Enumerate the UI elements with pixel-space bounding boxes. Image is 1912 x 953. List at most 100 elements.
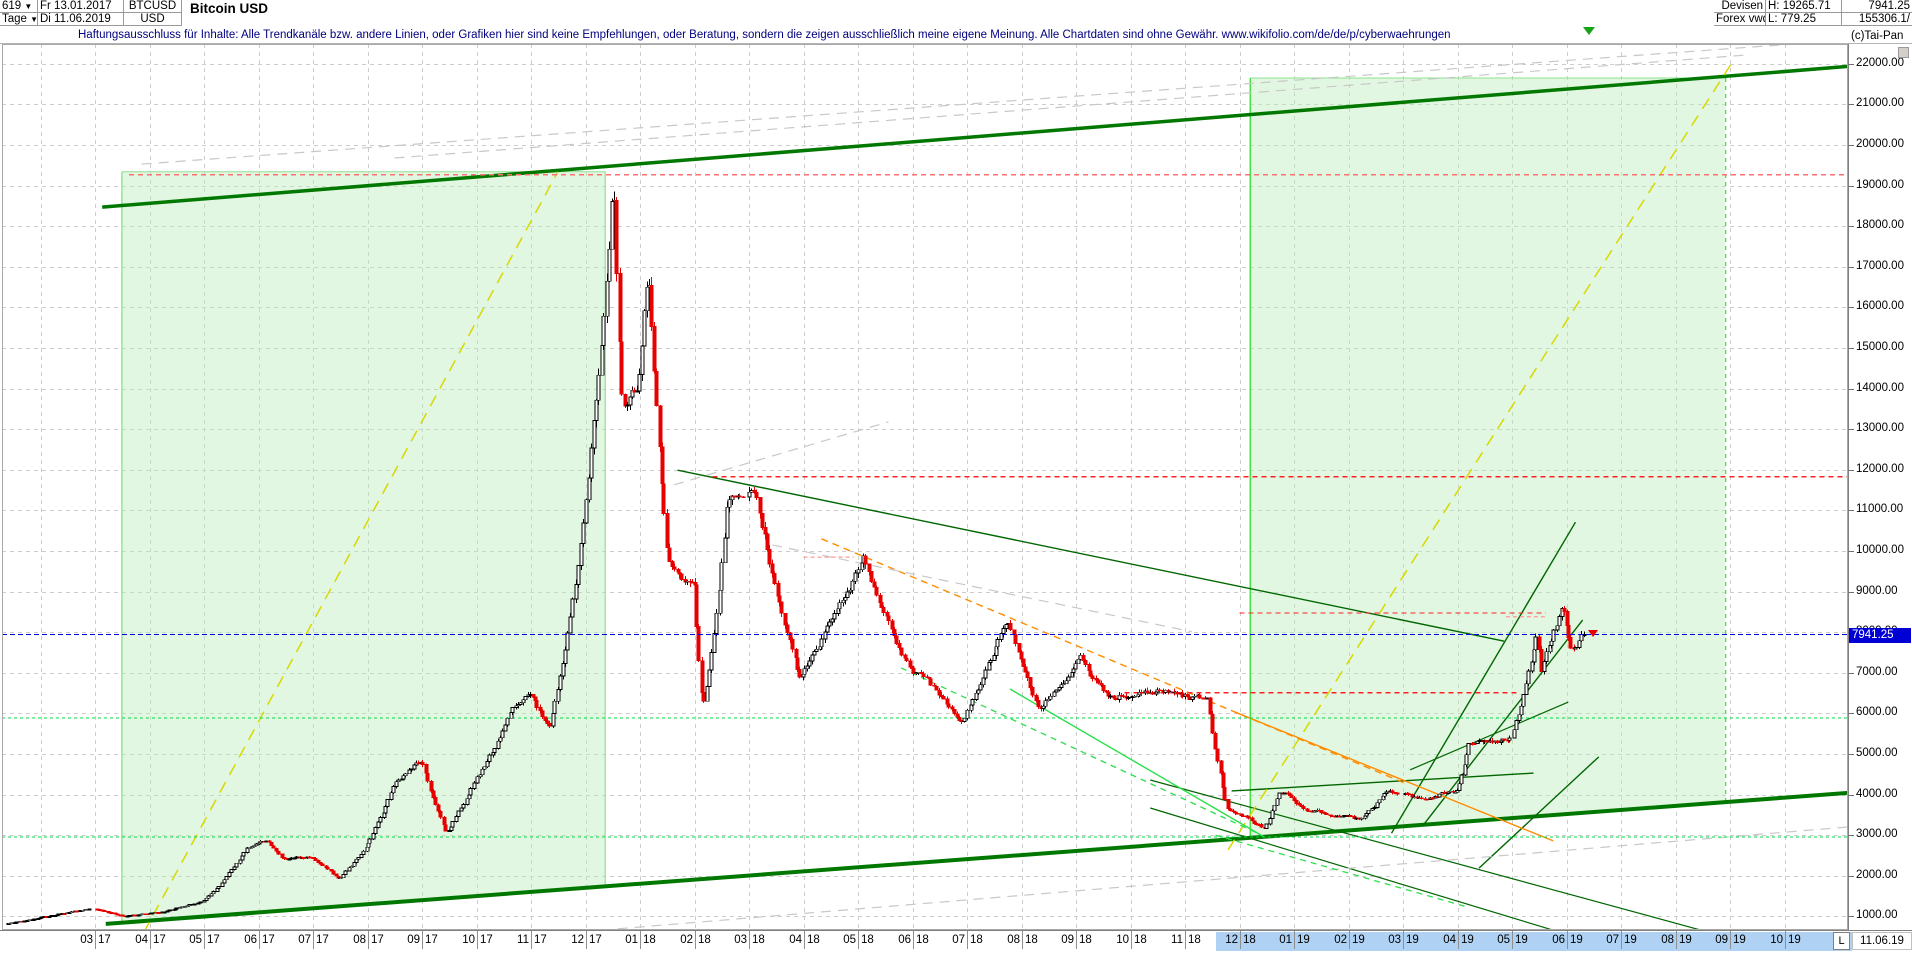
- trendline-support-lower-major[interactable]: [105, 789, 1901, 926]
- y-tick: [1848, 267, 1854, 268]
- period-high-label: H: 19265.71: [1766, 0, 1842, 13]
- x-axis-year-label: 18: [1134, 934, 1147, 946]
- period-dropdown[interactable]: Tage ▼: [0, 13, 38, 26]
- y-axis-label: 12000.00: [1856, 462, 1904, 475]
- x-tick: [1785, 931, 1786, 949]
- trendline-gray-channel-1[interactable]: [141, 36, 1901, 165]
- x-tick: [1131, 931, 1132, 949]
- x-axis-year-label: 18: [807, 934, 820, 946]
- x-tick: [1458, 931, 1459, 949]
- last-price-tag: 7941.25: [1849, 628, 1911, 643]
- market-label: Devisen: [1714, 0, 1766, 13]
- trendline-lime-downtrend-solid[interactable]: [1009, 688, 1265, 838]
- x-axis-year-label: 18: [1025, 934, 1038, 946]
- y-tick: [1848, 429, 1854, 430]
- x-tick: [804, 931, 805, 949]
- y-axis-label: 17000.00: [1856, 259, 1904, 272]
- x-axis-year-label: 18: [752, 934, 765, 946]
- x-tick: [1240, 931, 1241, 949]
- trendline-gray-seg-2018b[interactable]: [772, 544, 1193, 633]
- x-tick: [1076, 931, 1077, 949]
- series-id-dropdown[interactable]: 619 ▼: [0, 0, 38, 13]
- x-axis-month-label: 09: [1715, 934, 1728, 946]
- x-axis-month-label: 04: [135, 934, 148, 946]
- x-axis-month-label: 03: [734, 934, 747, 946]
- trendline-yellow-trend-2017[interactable]: [143, 171, 559, 933]
- x-tick: [1349, 931, 1350, 949]
- y-axis-label: 10000.00: [1856, 544, 1904, 556]
- x-axis-month-label: 06: [898, 934, 911, 946]
- y-axis-label: 6000.00: [1856, 706, 1898, 719]
- green-zone-2017[interactable]: [121, 171, 606, 923]
- x-tick: [1730, 931, 1731, 949]
- currency-label: USD: [124, 13, 182, 26]
- trendline-breakdown-fan-1[interactable]: [1150, 779, 1704, 931]
- trendline-lime-extension-dashed[interactable]: [1215, 834, 1465, 907]
- chevron-down-icon: ▼: [24, 2, 33, 11]
- x-axis-month-label: 05: [1497, 934, 1510, 946]
- x-axis-month-label: 12: [1225, 934, 1238, 946]
- x-tick: [1676, 931, 1677, 949]
- x-axis-month-label: 12: [571, 934, 584, 946]
- x-axis-year-label: 19: [1297, 934, 1310, 946]
- axis-handle-icon[interactable]: [1898, 47, 1909, 58]
- y-tick: [1848, 551, 1854, 552]
- y-axis-separator: [1848, 44, 1849, 952]
- trendline-breakdown-fan-2[interactable]: [1150, 807, 1599, 944]
- x-axis-year-label: 19: [1515, 934, 1528, 946]
- trendline-gray-bottom[interactable]: [567, 823, 1901, 933]
- x-axis-month-label: 08: [353, 934, 366, 946]
- trendline-lime-downtrend-dashed[interactable]: [900, 667, 1256, 833]
- y-axis-label: 15000.00: [1856, 341, 1904, 353]
- y-tick: [1848, 713, 1854, 714]
- y-tick: [1848, 592, 1854, 593]
- y-tick: [1848, 104, 1854, 105]
- trendline-rally-steep-a[interactable]: [1390, 521, 1577, 834]
- period-low-label: L: 779.25: [1766, 13, 1842, 26]
- x-axis-year-label: 19: [1788, 934, 1801, 946]
- last-marker-box: L: [1833, 932, 1850, 950]
- y-tick: [1848, 673, 1854, 674]
- x-axis-month-label: 04: [789, 934, 802, 946]
- x-axis-month-label: 09: [1061, 934, 1074, 946]
- x-axis: 03 17 04 17 05 17 06 17 07 17 08 17 09 17 10 17 11 17 12 17…: [0, 930, 1912, 953]
- trendline-yellow-trend-2019[interactable]: [1227, 59, 1735, 851]
- trendline-minor-resistance-2019[interactable]: [1409, 701, 1569, 771]
- x-axis-month-label: 04: [1443, 934, 1456, 946]
- x-axis-year-label: 19: [1570, 934, 1583, 946]
- x-axis-year-label: 18: [1188, 934, 1201, 946]
- x-tick: [1294, 931, 1295, 949]
- x-axis-year-label: 17: [207, 934, 220, 946]
- start-date-field[interactable]: Fr 13.01.2017: [38, 0, 124, 13]
- x-axis-year-label: 18: [916, 934, 929, 946]
- trendline-base-2019[interactable]: [1231, 772, 1534, 792]
- trendline-orange-downtrend-solid[interactable]: [1234, 711, 1554, 842]
- x-tick: [313, 931, 314, 949]
- x-tick: [1403, 931, 1404, 949]
- x-axis-month-label: 07: [298, 934, 311, 946]
- trendline-orange-downtrend-dashed[interactable]: [821, 538, 1404, 784]
- x-axis-month-label: 02: [680, 934, 693, 946]
- green-zone-2019[interactable]: [1250, 78, 1726, 838]
- x-axis-month-label: 10: [1770, 934, 1783, 946]
- end-date-field[interactable]: Di 11.06.2019: [38, 13, 124, 26]
- chevron-down-icon: ▼: [30, 15, 38, 24]
- green-arrow-icon: [1583, 27, 1595, 35]
- x-tick: [1022, 931, 1023, 949]
- x-axis-year-label: 18: [970, 934, 983, 946]
- x-axis-year-label: 19: [1352, 934, 1365, 946]
- trendline-gray-seg-2018a[interactable]: [673, 421, 889, 486]
- x-axis-year-label: 17: [534, 934, 547, 946]
- x-tick: [259, 931, 260, 949]
- x-tick: [586, 931, 587, 949]
- y-axis-label: 13000.00: [1856, 422, 1904, 435]
- trendline-gray-channel-2[interactable]: [394, 54, 1748, 159]
- trendline-rally-steep-c[interactable]: [1478, 756, 1600, 869]
- y-tick: [1848, 64, 1854, 65]
- trendline-channel-top-major[interactable]: [102, 62, 1901, 209]
- last-date-box: 11.06.19: [1852, 932, 1912, 950]
- x-axis-month-label: 11: [517, 934, 529, 946]
- x-tick: [749, 931, 750, 949]
